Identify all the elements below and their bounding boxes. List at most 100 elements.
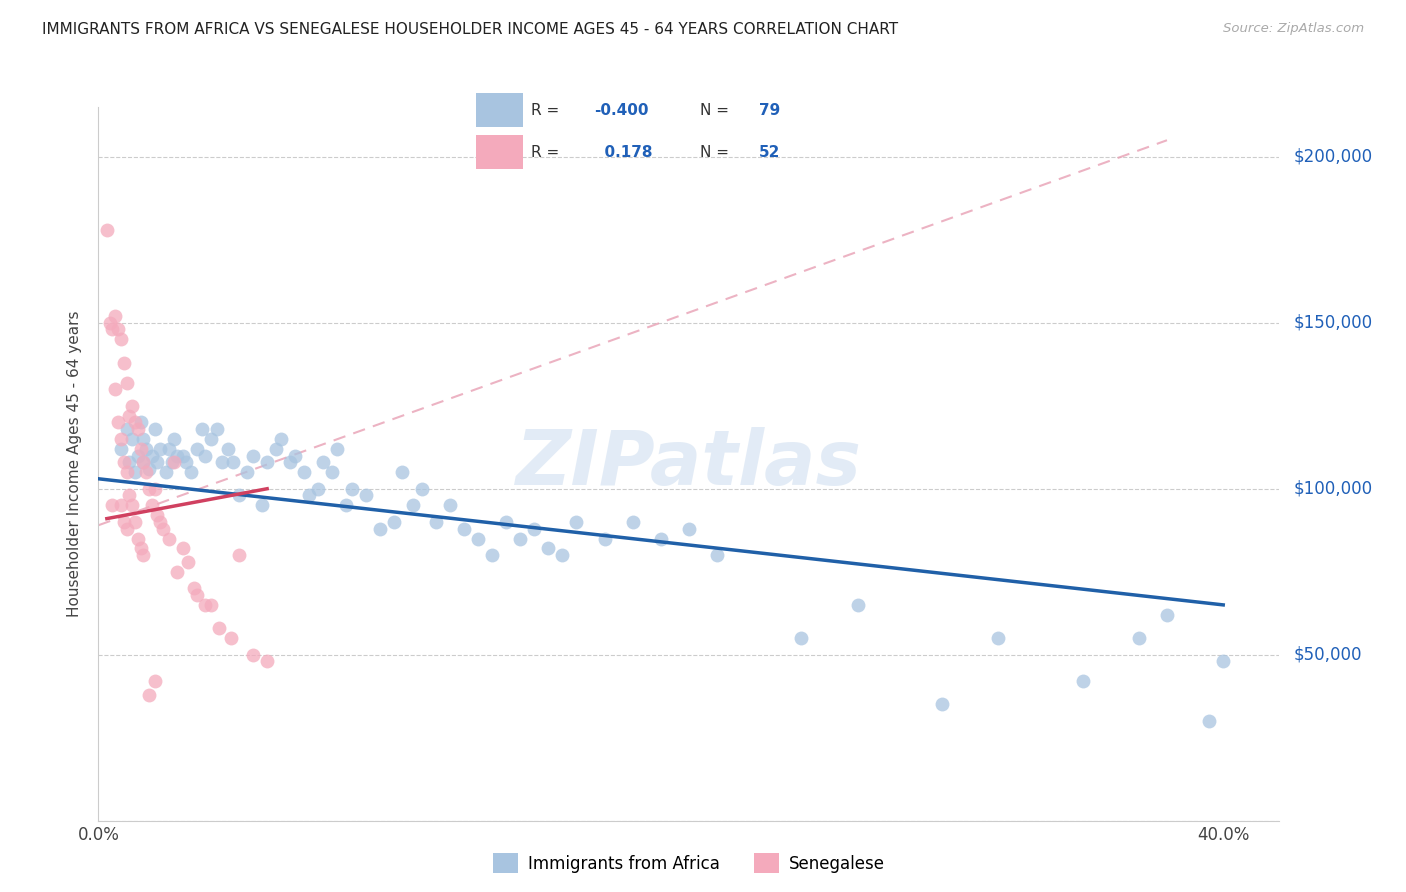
Point xyxy=(194,598,217,612)
Point xyxy=(1198,714,1220,728)
Text: N =: N = xyxy=(700,103,734,118)
Point xyxy=(298,488,321,502)
Point xyxy=(163,432,186,446)
Point xyxy=(101,322,124,336)
Point xyxy=(402,499,425,513)
Point xyxy=(368,522,391,536)
Point xyxy=(110,499,132,513)
Point xyxy=(509,532,531,546)
Point xyxy=(132,455,155,469)
Point xyxy=(467,532,489,546)
Text: $100,000: $100,000 xyxy=(1294,480,1372,498)
Point xyxy=(96,223,118,237)
Point xyxy=(200,598,222,612)
Point xyxy=(183,582,205,596)
Point xyxy=(1156,607,1178,622)
Point xyxy=(180,465,202,479)
Point xyxy=(172,449,194,463)
Point xyxy=(141,449,163,463)
Text: 52: 52 xyxy=(759,145,780,160)
Point xyxy=(706,548,728,562)
Point xyxy=(112,515,135,529)
Point xyxy=(157,442,180,456)
Point xyxy=(650,532,672,546)
Point xyxy=(228,488,250,502)
Point xyxy=(118,455,141,469)
Text: N =: N = xyxy=(700,145,734,160)
Point xyxy=(129,541,152,556)
Point xyxy=(149,442,172,456)
Point xyxy=(481,548,503,562)
Point xyxy=(127,449,149,463)
Point xyxy=(115,422,138,436)
Point xyxy=(219,631,242,645)
Point xyxy=(284,449,307,463)
Point xyxy=(110,432,132,446)
Point xyxy=(236,465,259,479)
Point xyxy=(135,465,157,479)
Point xyxy=(112,356,135,370)
Point xyxy=(321,465,343,479)
Point xyxy=(256,455,278,469)
Point xyxy=(242,449,264,463)
Point xyxy=(115,376,138,390)
Point xyxy=(523,522,546,536)
Point xyxy=(127,532,149,546)
Point xyxy=(194,449,217,463)
Point xyxy=(107,322,129,336)
Text: Source: ZipAtlas.com: Source: ZipAtlas.com xyxy=(1223,22,1364,36)
Point xyxy=(129,415,152,429)
Point xyxy=(110,332,132,346)
Text: $200,000: $200,000 xyxy=(1294,148,1372,166)
Point xyxy=(186,588,208,602)
Point xyxy=(166,565,188,579)
Point xyxy=(177,555,200,569)
Point xyxy=(143,482,166,496)
Point xyxy=(98,316,121,330)
Point xyxy=(256,654,278,668)
Point xyxy=(537,541,560,556)
Point xyxy=(222,455,245,469)
Point xyxy=(124,465,146,479)
Point xyxy=(155,465,177,479)
Point xyxy=(166,449,188,463)
Point xyxy=(141,499,163,513)
Point xyxy=(411,482,433,496)
Text: $50,000: $50,000 xyxy=(1294,646,1362,664)
Point xyxy=(846,598,869,612)
Point xyxy=(118,488,141,502)
Point xyxy=(112,455,135,469)
Point xyxy=(172,541,194,556)
Point xyxy=(138,688,160,702)
Point xyxy=(146,455,169,469)
Point xyxy=(132,432,155,446)
Point xyxy=(312,455,335,469)
Point xyxy=(101,499,124,513)
Point xyxy=(354,488,377,502)
Point xyxy=(551,548,574,562)
Point xyxy=(110,442,132,456)
Point xyxy=(107,415,129,429)
Point xyxy=(621,515,644,529)
Point xyxy=(425,515,447,529)
Point xyxy=(160,455,183,469)
FancyBboxPatch shape xyxy=(475,93,523,127)
Point xyxy=(208,621,231,635)
Point xyxy=(149,515,172,529)
Y-axis label: Householder Income Ages 45 - 64 years: Householder Income Ages 45 - 64 years xyxy=(67,310,83,617)
Text: 0.178: 0.178 xyxy=(593,145,652,160)
Point xyxy=(593,532,616,546)
Point xyxy=(211,455,233,469)
Point xyxy=(104,382,127,396)
Point xyxy=(264,442,287,456)
Text: 79: 79 xyxy=(759,103,780,118)
Point xyxy=(132,455,155,469)
Point xyxy=(115,465,138,479)
Point xyxy=(217,442,239,456)
Point xyxy=(200,432,222,446)
Point xyxy=(138,462,160,476)
Point xyxy=(270,432,292,446)
FancyBboxPatch shape xyxy=(475,136,523,169)
Point xyxy=(439,499,461,513)
Point xyxy=(143,674,166,689)
